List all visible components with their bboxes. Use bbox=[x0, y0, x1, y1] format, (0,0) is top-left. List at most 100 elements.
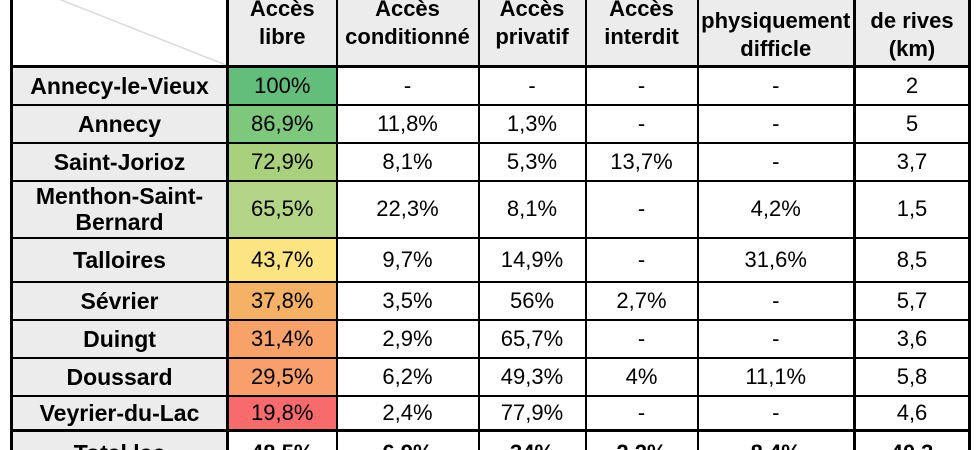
acces-privatif-cell: 56% bbox=[477, 280, 587, 321]
acces-interdit-cell: - bbox=[584, 103, 699, 144]
acces-privatif-cell: 5,3% bbox=[477, 141, 587, 182]
acces-conditionne-cell: 2,4% bbox=[335, 394, 480, 432]
rives-cell: 5,7 bbox=[853, 280, 971, 321]
acces-interdit-cell: 4% bbox=[584, 356, 699, 397]
header-line: difficle bbox=[740, 36, 812, 61]
acces-interdit-cell: - bbox=[584, 236, 699, 283]
table-row: Talloires 43,7% 9,7% 14,9% - 31,6% 8,5 bbox=[10, 236, 971, 283]
header-line: libre bbox=[259, 24, 306, 49]
acces-conditionne-cell: 9,7% bbox=[335, 236, 480, 283]
acces-libre-cell: 19,8% bbox=[226, 394, 338, 432]
commune-cell: Saint-Jorioz bbox=[10, 141, 229, 182]
acces-interdit-cell: - bbox=[584, 318, 699, 359]
table-row: Veyrier-du-Lac 19,8% 2,4% 77,9% - - 4,6 bbox=[10, 394, 971, 432]
rives-cell: 1,5 bbox=[853, 179, 971, 239]
acces-difficile-cell: 11,1% bbox=[696, 356, 856, 397]
acces-difficile-cell: - bbox=[696, 318, 856, 359]
shore-access-table: Accès libre Accès conditionné Accès priv… bbox=[10, 0, 971, 450]
total-row: Total lac 48,5% 6,9% 34% 2,2% 8,4% 40,3 bbox=[10, 429, 971, 450]
acces-privatif-cell: 1,3% bbox=[477, 103, 587, 144]
acces-difficile-cell: - bbox=[696, 65, 856, 106]
commune-cell: Veyrier-du-Lac bbox=[10, 394, 229, 432]
header-line: Accès bbox=[375, 0, 440, 21]
commune-cell: Duingt bbox=[10, 318, 229, 359]
acces-difficile-cell: - bbox=[696, 394, 856, 432]
acces-difficile-cell: 4,2% bbox=[696, 179, 856, 239]
col-header-lineaire-de-rives: de rives (km) bbox=[853, 0, 971, 68]
col-header-acces-interdit: Accès interdit bbox=[584, 0, 699, 68]
acces-privatif-cell: 34% bbox=[477, 429, 587, 450]
header-line: physiquement bbox=[701, 8, 851, 33]
acces-libre-cell: 29,5% bbox=[226, 356, 338, 397]
rives-cell: 3,7 bbox=[853, 141, 971, 182]
acces-privatif-cell: 77,9% bbox=[477, 394, 587, 432]
header-line: interdit bbox=[604, 24, 679, 49]
corner-cell bbox=[10, 0, 229, 68]
table-row: Annecy 86,9% 11,8% 1,3% - - 5 bbox=[10, 103, 971, 144]
table-row: Menthon-Saint-Bernard 65,5% 22,3% 8,1% -… bbox=[10, 179, 971, 239]
commune-cell: Talloires bbox=[10, 236, 229, 283]
diagonal-line bbox=[59, 0, 226, 65]
acces-difficile-cell: - bbox=[696, 141, 856, 182]
rives-cell: 8,5 bbox=[853, 236, 971, 283]
header-line: Accès bbox=[249, 0, 315, 21]
rives-cell: 3,6 bbox=[853, 318, 971, 359]
acces-libre-cell: 100% bbox=[226, 65, 338, 106]
header-line: Accès bbox=[609, 0, 674, 21]
header-line: conditionné bbox=[345, 24, 470, 49]
acces-interdit-cell: - bbox=[584, 394, 699, 432]
acces-conditionne-cell: 6,9% bbox=[335, 429, 480, 450]
header-line: Accès bbox=[499, 0, 565, 21]
acces-difficile-cell: - bbox=[696, 103, 856, 144]
commune-cell: Sévrier bbox=[10, 280, 229, 321]
acces-privatif-cell: 8,1% bbox=[477, 179, 587, 239]
acces-libre-cell: 86,9% bbox=[226, 103, 338, 144]
acces-libre-cell: 65,5% bbox=[226, 179, 338, 239]
acces-privatif-cell: 14,9% bbox=[477, 236, 587, 283]
acces-privatif-cell: - bbox=[477, 65, 587, 106]
acces-conditionne-cell: 3,5% bbox=[335, 280, 480, 321]
commune-cell: Annecy bbox=[10, 103, 229, 144]
commune-cell: Menthon-Saint-Bernard bbox=[10, 179, 229, 239]
acces-privatif-cell: 65,7% bbox=[477, 318, 587, 359]
acces-conditionne-cell: 22,3% bbox=[335, 179, 480, 239]
acces-interdit-cell: - bbox=[584, 65, 699, 106]
rives-cell: 4,6 bbox=[853, 394, 971, 432]
acces-libre-cell: 43,7% bbox=[226, 236, 338, 283]
acces-interdit-cell: 2,7% bbox=[584, 280, 699, 321]
acces-conditionne-cell: 2,9% bbox=[335, 318, 480, 359]
acces-conditionne-cell: 11,8% bbox=[335, 103, 480, 144]
table-row: Annecy-le-Vieux 100% - - - - 2 bbox=[10, 65, 971, 106]
acces-difficile-cell: 8,4% bbox=[696, 429, 856, 450]
table-row: Doussard 29,5% 6,2% 49,3% 4% 11,1% 5,8 bbox=[10, 356, 971, 397]
acces-difficile-cell: 31,6% bbox=[696, 236, 856, 283]
acces-conditionne-cell: 8,1% bbox=[335, 141, 480, 182]
commune-cell: Doussard bbox=[10, 356, 229, 397]
rives-cell: 5,8 bbox=[853, 356, 971, 397]
rives-cell: 40,3 bbox=[853, 429, 971, 450]
table-row: Saint-Jorioz 72,9% 8,1% 5,3% 13,7% - 3,7 bbox=[10, 141, 971, 182]
acces-conditionne-cell: - bbox=[335, 65, 480, 106]
header-row: Accès libre Accès conditionné Accès priv… bbox=[10, 0, 971, 68]
acces-interdit-cell: 2,2% bbox=[584, 429, 699, 450]
header-line: de rives bbox=[870, 8, 954, 33]
table-row: Duingt 31,4% 2,9% 65,7% - - 3,6 bbox=[10, 318, 971, 359]
commune-cell: Annecy-le-Vieux bbox=[10, 65, 229, 106]
acces-conditionne-cell: 6,2% bbox=[335, 356, 480, 397]
acces-libre-cell: 37,8% bbox=[226, 280, 338, 321]
col-header-acces-privatif: Accès privatif bbox=[477, 0, 587, 68]
col-header-acces-conditionne: Accès conditionné bbox=[335, 0, 480, 68]
header-line: (km) bbox=[888, 36, 936, 61]
acces-privatif-cell: 49,3% bbox=[477, 356, 587, 397]
commune-cell: Total lac bbox=[10, 429, 229, 450]
rives-cell: 2 bbox=[853, 65, 971, 106]
acces-difficile-cell: - bbox=[696, 280, 856, 321]
acces-interdit-cell: - bbox=[584, 179, 699, 239]
col-header-acces-libre: Accès libre bbox=[226, 0, 338, 68]
header-line: privatif bbox=[495, 24, 569, 49]
acces-interdit-cell: 13,7% bbox=[584, 141, 699, 182]
table-row: Sévrier 37,8% 3,5% 56% 2,7% - 5,7 bbox=[10, 280, 971, 321]
acces-libre-cell: 31,4% bbox=[226, 318, 338, 359]
acces-libre-cell: 72,9% bbox=[226, 141, 338, 182]
